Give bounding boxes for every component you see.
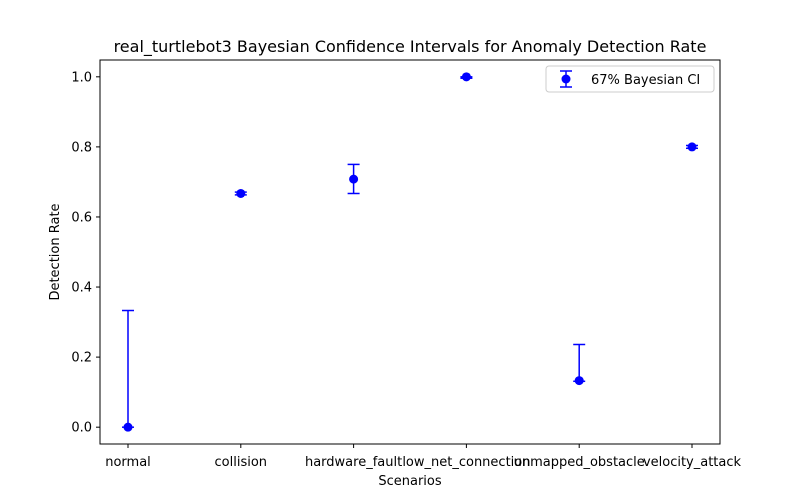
y-tick-label: 0.8	[71, 140, 92, 155]
data-point	[236, 188, 246, 198]
data-marks	[122, 72, 698, 432]
x-axis-label: Scenarios	[378, 474, 442, 489]
plot-frame	[99, 59, 721, 445]
data-point	[461, 72, 471, 82]
y-axis-label: Detection Rate	[48, 203, 63, 300]
legend-box	[545, 65, 715, 93]
y-axis-ticks: 0.0 0.2 0.4 0.6 0.8 1.0	[71, 70, 100, 436]
x-tick-label: unmapped_obstacle	[514, 455, 645, 470]
data-point	[574, 376, 584, 386]
y-tick-label: 0.2	[71, 351, 92, 366]
legend-label: 67% Bayesian CI	[591, 73, 700, 88]
legend: 67% Bayesian CI	[545, 65, 715, 93]
y-tick-label: 0.0	[71, 421, 92, 436]
x-tick-label: normal	[105, 455, 151, 470]
data-point	[687, 142, 697, 152]
data-point	[123, 422, 133, 432]
data-point	[349, 174, 359, 184]
legend-marker	[561, 74, 571, 84]
y-tick-label: 0.6	[71, 210, 92, 225]
chart-title: real_turtlebot3 Bayesian Confidence Inte…	[114, 37, 707, 57]
x-tick-label: velocity_attack	[643, 455, 742, 470]
x-tick-label: hardware_fault	[305, 455, 402, 470]
x-tick-label: collision	[215, 455, 268, 470]
y-tick-label: 0.4	[71, 281, 92, 296]
x-tick-label: low_net_connection	[402, 455, 530, 470]
y-tick-label: 1.0	[71, 70, 92, 85]
x-axis-ticks: normal collision hardware_fault low_net_con…	[105, 444, 742, 470]
